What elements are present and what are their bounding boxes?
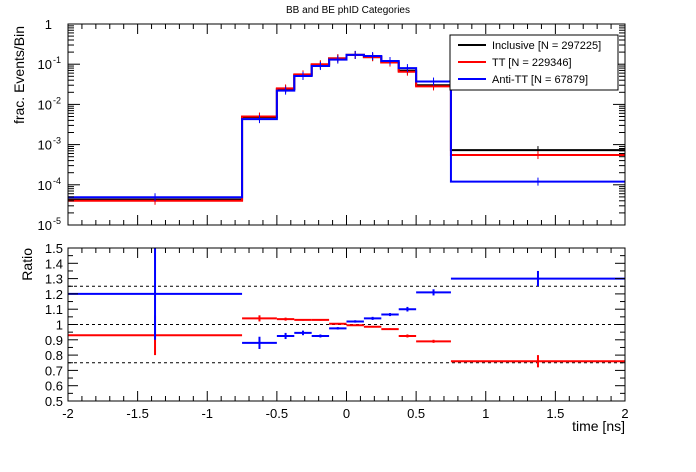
bottom-y-tick-label: 1.2: [45, 287, 63, 302]
top-panel: 10 -510 -410 -310 -210 -11 frac. Events/Bin I…: [11, 17, 626, 233]
legend-label-inclusive: Inclusive [N = 297225]: [492, 40, 601, 52]
top-y-tick-exponent: -5: [53, 216, 61, 226]
bottom-y-tick-label: 1.3: [45, 272, 63, 287]
chart-title: BB and BE phID Categories: [286, 5, 410, 16]
top-y-axis-label: frac. Events/Bin: [11, 26, 27, 124]
top-y-tick-label: 10: [38, 57, 52, 72]
hist-series-anti_tt: [68, 50, 625, 202]
top-y-tick-exponent: -1: [53, 55, 61, 65]
legend: Inclusive [N = 297225] TT [N = 229346] A…: [449, 34, 619, 91]
bottom-y-tick-label: 1.5: [45, 241, 63, 256]
bottom-y-axis-label: Ratio: [19, 248, 35, 281]
top-y-tick-exponent: -4: [53, 176, 61, 186]
x-axis-label: time [ns]: [572, 418, 625, 434]
legend-label-tt: TT [N = 229346]: [492, 57, 572, 69]
bottom-y-tick-label: 0.8: [45, 348, 63, 363]
top-y-tick-exponent: -3: [53, 136, 61, 146]
bottom-y-tick-label: 0.9: [45, 333, 63, 348]
ratio-series-tt: [68, 315, 625, 368]
top-y-tick-label: 10: [38, 218, 52, 233]
ratio-series-anti_tt: [68, 248, 625, 349]
legend-entry-inclusive: Inclusive [N = 297225]: [458, 40, 601, 52]
x-tick-label: -1: [201, 406, 213, 421]
bottom-panel: 0.50.60.70.80.911.11.21.31.41.5 -2 -1.5 -1…: [19, 241, 629, 434]
bottom-y-tick-label: 0.6: [45, 379, 63, 394]
x-tick-label: -2: [62, 406, 74, 421]
top-y-tick-exponent: -2: [53, 95, 61, 105]
bottom-y-tick-label: 1: [56, 318, 63, 333]
x-tick-label: 1.5: [546, 406, 564, 421]
top-y-tick-label: 1: [45, 17, 52, 32]
top-plot-frame: [67, 23, 626, 226]
bottom-y-tick-label: 0.7: [45, 363, 63, 378]
x-tick-label: 1: [482, 406, 489, 421]
ratio-series-group: [68, 248, 625, 368]
legend-label-anti-tt: Anti-TT [N = 67879]: [492, 74, 588, 86]
x-tick-label: -0.5: [266, 406, 288, 421]
legend-entry-tt: TT [N = 229346]: [458, 57, 572, 69]
legend-entry-anti-tt: Anti-TT [N = 67879]: [458, 74, 588, 86]
bottom-y-axis: 0.50.60.70.80.911.11.21.31.41.5: [45, 241, 625, 409]
hist-line-anti_tt: [68, 53, 625, 199]
x-tick-label: 0.5: [407, 406, 425, 421]
top-y-tick-label: 10: [38, 97, 52, 112]
top-y-tick-label: 10: [38, 178, 52, 193]
x-tick-label: -1.5: [126, 406, 148, 421]
bottom-x-axis: -2 -1.5 -1 -0.5 0 0.5 1 1.5 2: [62, 248, 629, 421]
bottom-y-tick-label: 1.4: [45, 256, 63, 271]
bottom-plot-frame: [67, 247, 626, 402]
x-tick-label: 2: [621, 406, 628, 421]
bottom-y-tick-label: 0.5: [45, 394, 63, 409]
x-tick-label: 0: [343, 406, 350, 421]
top-series-group: [68, 50, 625, 205]
bottom-y-tick-label: 1.1: [45, 302, 63, 317]
top-y-tick-label: 10: [38, 138, 52, 153]
